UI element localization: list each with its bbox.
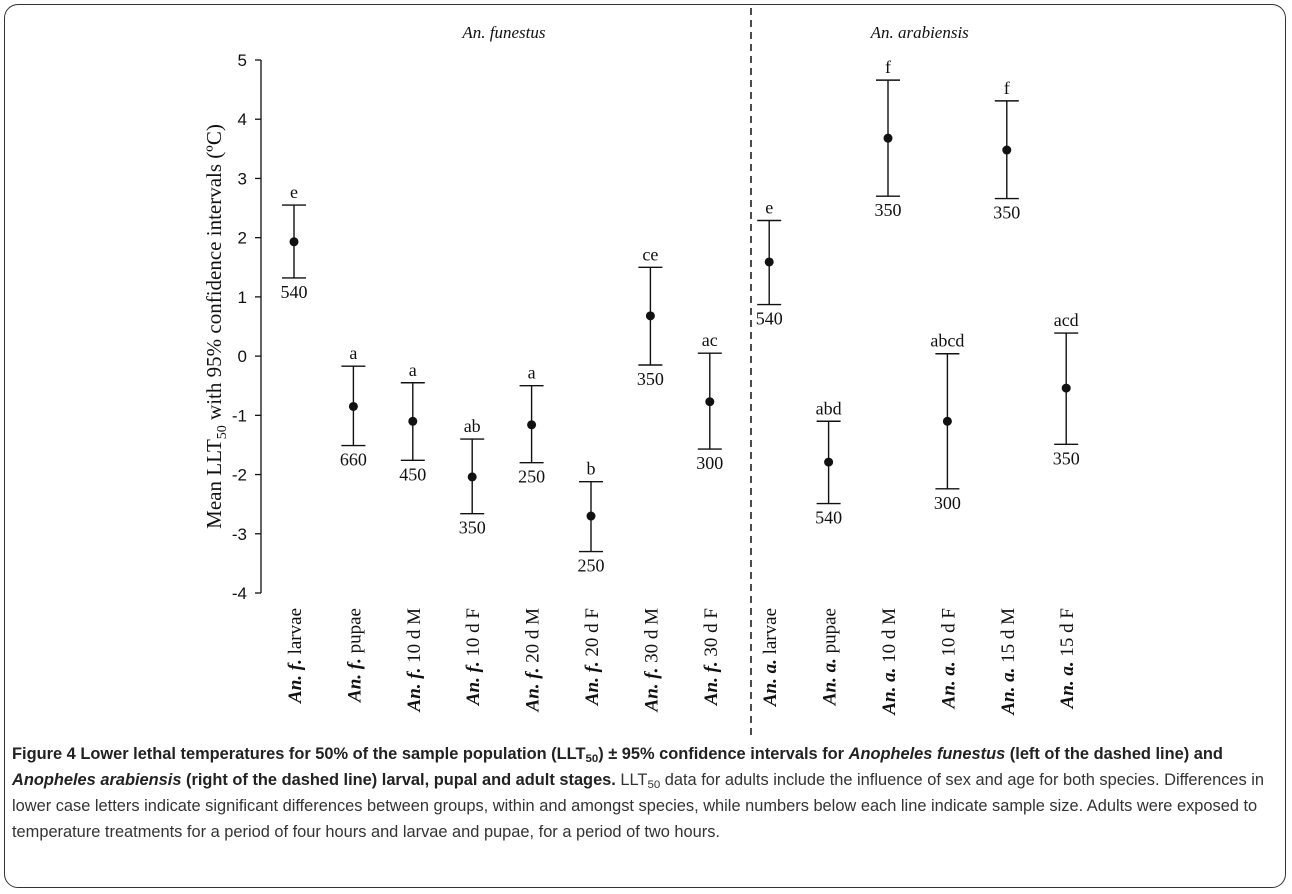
mean-point (527, 420, 537, 430)
sample-size-label: 540 (756, 309, 783, 329)
figure-label: Figure 4 (12, 745, 76, 763)
significance-letter: abd (816, 398, 842, 418)
sample-size-label: 660 (340, 450, 367, 470)
mean-point (942, 416, 952, 426)
figure-frame (4, 4, 1286, 888)
sample-size-label: 300 (696, 453, 723, 473)
y-tick-label: -1 (232, 406, 247, 425)
significance-letter: f (1004, 78, 1010, 98)
sample-size-label: 250 (578, 556, 605, 576)
y-tick-label: 2 (238, 229, 247, 248)
x-tick-label: An. a. larvae (760, 608, 781, 707)
x-tick-label: An. a. 10 d F (938, 608, 959, 709)
sample-size-label: 450 (399, 464, 426, 484)
y-tick-label: 3 (238, 169, 247, 188)
significance-letter: e (290, 182, 298, 202)
significance-letter: a (409, 360, 417, 380)
significance-letter: a (528, 363, 536, 383)
sample-size-label: 350 (993, 203, 1020, 223)
sample-size-label: 540 (815, 508, 842, 528)
caption-title: Figure 4 Lower lethal temperatures for 5… (12, 745, 1223, 789)
significance-letter: ab (464, 416, 481, 436)
x-tick-label: An. f. pupae (344, 608, 365, 703)
mean-point (289, 237, 299, 247)
significance-letter: ac (702, 330, 718, 350)
significance-letter: b (587, 459, 596, 479)
mean-point (883, 133, 893, 143)
y-tick-label: -3 (232, 525, 247, 544)
y-tick-label: -2 (232, 466, 247, 485)
mean-point (764, 257, 774, 267)
mean-point (467, 472, 477, 482)
sample-size-label: 350 (1053, 448, 1080, 468)
x-tick-label: An. f. 20 d F (582, 608, 603, 706)
x-tick-label: An. f. 20 d M (523, 608, 544, 713)
sample-size-label: 350 (459, 518, 486, 538)
sample-size-label: 350 (875, 200, 902, 220)
significance-letter: f (885, 57, 891, 77)
group-title: An. funestus (461, 23, 545, 42)
y-tick-label: 5 (238, 51, 247, 70)
sample-size-label: 300 (934, 493, 961, 513)
mean-point (1061, 383, 1071, 393)
y-tick-label: 4 (238, 110, 247, 129)
caption-description: LLT50 data for adults include the influe… (12, 771, 1265, 841)
x-tick-label: An. f. larvae (285, 608, 306, 704)
x-tick-label: An. f. 10 d M (404, 608, 425, 713)
x-tick-label: An. f. 30 d F (701, 608, 722, 706)
mean-point (705, 397, 715, 407)
mean-point (348, 401, 358, 411)
significance-letter: abcd (930, 331, 964, 351)
mean-point (1002, 145, 1012, 155)
x-tick-label: An. a. pupae (820, 608, 841, 706)
y-axis-title: Mean LLT50 with 95% confidence intervals… (202, 124, 230, 529)
significance-letter: ce (642, 244, 658, 264)
mean-point (824, 457, 834, 467)
x-tick-label: An. a. 10 d M (879, 608, 900, 716)
chart: 5 4 3 2 1 0 -1 -2 -3 -4 Mean LLT50 with 95% confid… (202, 8, 1080, 735)
significance-letter: acd (1054, 310, 1079, 330)
sample-size-label: 540 (281, 282, 308, 302)
y-tick-label: -4 (232, 584, 247, 603)
x-tick-label: An. f. 30 d M (641, 608, 662, 713)
x-tick-label: An. f. 10 d F (463, 608, 484, 706)
sample-size-label: 250 (518, 467, 545, 487)
x-tick-label: An. a. 15 d F (1057, 608, 1078, 709)
x-tick-label: An. a. 15 d M (998, 608, 1019, 716)
significance-letter: e (765, 197, 773, 217)
mean-point (586, 511, 596, 521)
group-title: An. arabiensis (870, 23, 970, 42)
mean-point (408, 416, 418, 426)
figure-caption: Figure 4 Lower lethal temperatures for 5… (12, 741, 1278, 845)
significance-letter: a (349, 343, 357, 363)
sample-size-label: 350 (637, 369, 664, 389)
y-tick-label: 1 (238, 288, 247, 307)
y-tick-label: 0 (238, 347, 247, 366)
mean-point (645, 311, 655, 321)
